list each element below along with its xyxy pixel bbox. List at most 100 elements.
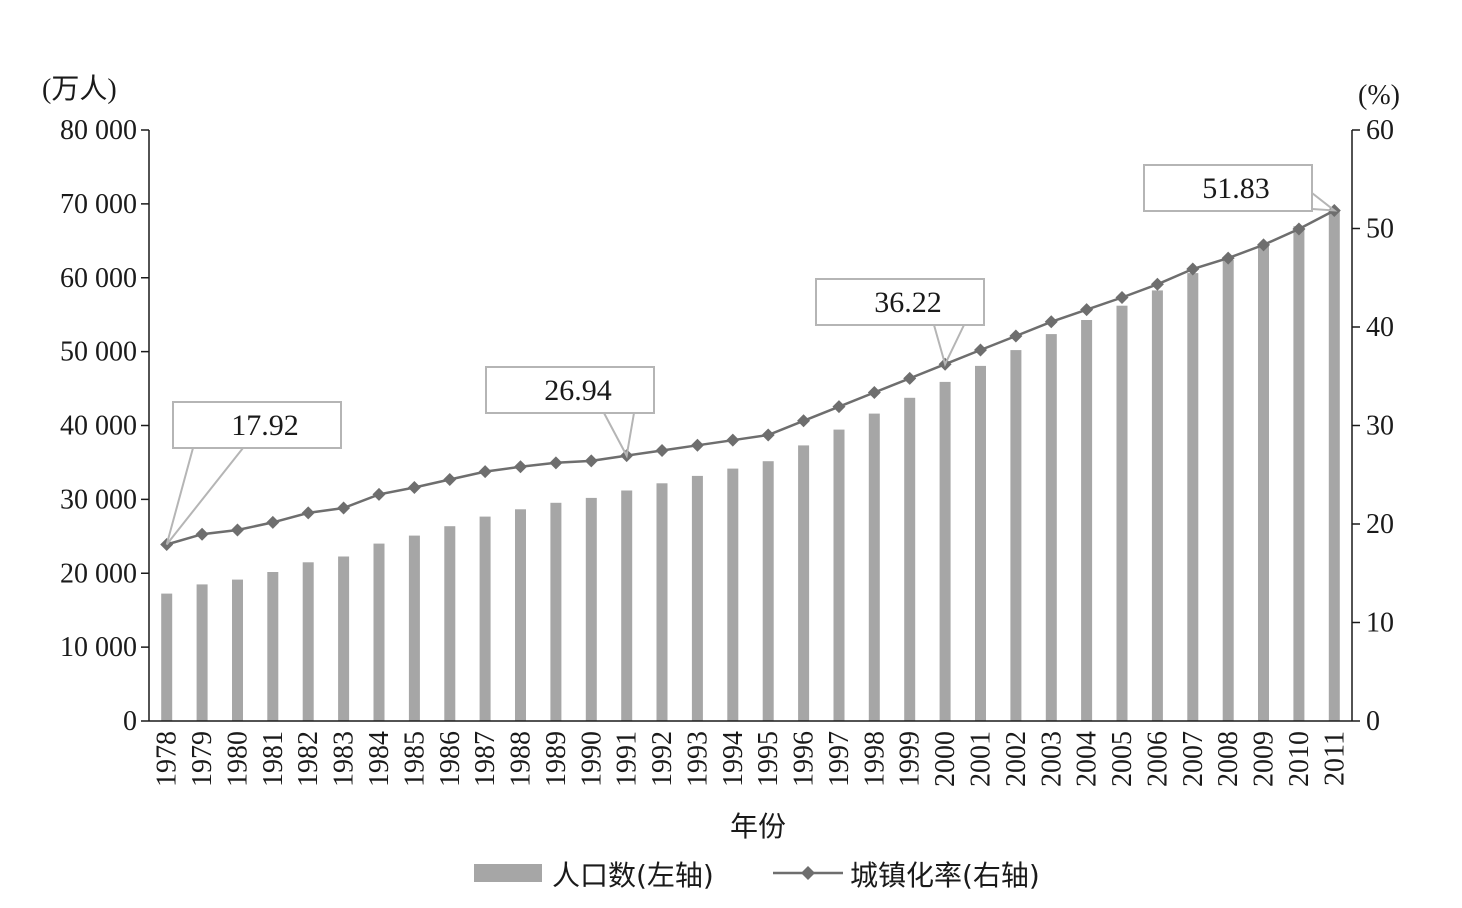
legend-bar-label: 人口数(左轴) [552,859,714,892]
x-tick-label: 2003 [1036,731,1067,787]
left-axis-ticks: 0 10 000 20 000 30 000 40 000 50 000 60 000 70 … [60,115,149,737]
value-callout: 17.92 [165,401,342,546]
rate-point-marker [478,465,492,479]
population-bar [1293,226,1305,721]
population-bar [1081,320,1093,721]
x-tick-label: 2007 [1178,731,1209,787]
rate-point-marker [1221,251,1235,265]
value-callout: 26.94 [485,366,655,459]
x-tick-label: 1985 [399,731,430,787]
callout-box [172,401,342,449]
x-tick-label: 2005 [1107,731,1138,787]
population-bar [691,475,703,721]
rate-point-marker [584,454,598,468]
legend-bar-swatch [474,864,542,882]
x-tick-label: 1983 [329,731,360,787]
population-bar [1116,305,1128,721]
left-tick-label: 0 [123,706,137,737]
callout-pointer [165,447,244,546]
x-tick-label: 2011 [1319,731,1350,786]
x-tick-label: 1986 [435,731,466,787]
x-tick-label: 1992 [647,731,678,787]
population-bar [939,381,951,721]
rate-point-marker [1080,303,1094,317]
right-tick-label: 20 [1366,509,1394,540]
right-tick-label: 30 [1366,411,1394,442]
x-tick-label: 1988 [506,731,537,787]
population-bar [196,584,208,721]
bars-layer [161,210,1340,721]
rate-point-marker [1186,262,1200,276]
x-tick-label: 1997 [824,731,855,787]
population-bar [338,556,350,721]
rate-point-marker [443,472,457,486]
x-tick-label: 1980 [222,731,253,787]
left-tick-label: 70 000 [60,189,137,220]
population-bar [1010,350,1022,721]
x-tick-label: 2002 [1001,731,1032,787]
x-tick-label: 1989 [541,731,572,787]
x-tick-label: 1991 [612,731,643,787]
rate-point-marker [549,456,563,470]
rate-point-marker [973,343,987,357]
callout-box [1143,164,1313,212]
rate-point-marker [266,515,280,529]
population-bar [302,562,314,721]
left-tick-label: 30 000 [60,484,137,515]
left-tick-label: 10 000 [60,632,137,663]
rate-point-marker [761,428,775,442]
x-tick-label: 1993 [682,731,713,787]
x-tick-label: 2000 [930,731,961,787]
population-bar [408,535,420,721]
rate-point-marker [1257,238,1271,252]
population-bar [479,516,491,721]
x-tick-label: 1982 [293,731,324,787]
x-tick-label: 2009 [1249,731,1280,787]
value-callout: 51.83 [1143,164,1338,212]
population-bar [267,572,279,721]
rate-point-marker [1115,291,1129,305]
left-tick-label: 60 000 [60,263,137,294]
population-bar [1187,273,1199,721]
rate-point-marker [1150,277,1164,291]
rate-point-marker [514,460,528,474]
x-tick-label: 1995 [753,731,784,787]
population-bar [161,593,173,721]
right-tick-label: 60 [1366,115,1394,146]
population-bar [1258,244,1269,721]
x-tick-label: 1979 [187,731,218,787]
population-bar [1328,210,1340,721]
x-tick-label: 2001 [965,731,996,787]
right-axis-ticks: 0 10 20 30 40 50 60 [1352,115,1394,737]
population-bar [373,543,385,721]
legend: 人口数(左轴) 城镇化率(右轴) [474,859,1040,892]
population-bar [1222,260,1234,721]
right-tick-label: 0 [1366,706,1380,737]
population-bar [515,509,526,721]
rate-point-marker [195,527,209,541]
left-tick-label: 20 000 [60,558,137,589]
x-tick-label: 2010 [1284,731,1315,787]
x-tick-label: 1998 [859,731,890,787]
rate-point-marker [690,438,704,452]
right-tick-label: 10 [1366,608,1394,639]
rate-line-layer [160,203,1341,551]
left-tick-label: 40 000 [60,411,137,442]
rate-point-marker [903,371,917,385]
right-tick-label: 40 [1366,312,1394,343]
rate-point-marker [230,523,244,537]
rate-point-marker [337,501,351,515]
callout-box [485,366,655,414]
rate-point-marker [867,386,881,400]
callout-label: 26.94 [544,374,612,407]
x-tick-label: 1987 [470,731,501,787]
rate-point-marker [655,444,669,458]
right-axis-unit: (%) [1358,80,1400,111]
x-tick-label: 1984 [364,731,395,787]
legend-line-label: 城镇化率(右轴) [850,859,1040,892]
population-bar [975,365,986,721]
value-callout: 36.22 [815,278,985,368]
rate-point-marker [407,480,421,494]
urbanization-rate-line [166,209,1335,546]
x-tick-label: 2008 [1213,731,1244,787]
